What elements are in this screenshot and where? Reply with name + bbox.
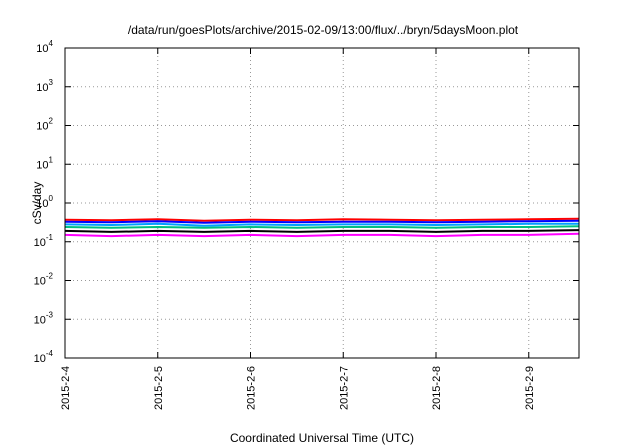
grid <box>65 48 579 358</box>
y-tick-label: 104 <box>36 39 53 55</box>
y-tick-label: 100 <box>36 194 53 210</box>
series-line-4 <box>64 225 580 229</box>
series-line-3 <box>64 222 579 227</box>
series-group <box>64 217 580 238</box>
x-tick-label: 2015-2-9 <box>524 366 536 410</box>
series-line-5 <box>64 229 580 233</box>
y-tick-label: 102 <box>36 117 53 133</box>
x-tick-label: 2015-2-4 <box>60 366 72 410</box>
y-tick-label: 10-2 <box>34 272 54 288</box>
y-tick-label: 10-3 <box>34 310 54 326</box>
chart-title: /data/run/goesPlots/archive/2015-02-09/1… <box>128 23 519 37</box>
y-axis: 10-4 10-3 10-2 10-1 100 101 102 103 104 <box>34 39 579 365</box>
y-tick-label: 10-1 <box>34 233 54 249</box>
x-tick-label: 2015-2-5 <box>153 366 165 410</box>
y-tick-label: 101 <box>36 155 53 171</box>
x-tick-label: 2015-2-7 <box>338 366 350 410</box>
x-axis: 2015-2-4 2015-2-5 2015-2-6 2015-2-7 2015-2-8… <box>60 48 536 410</box>
y-axis-title: cSv/day <box>30 182 44 225</box>
series-line-6 <box>64 232 580 238</box>
series-line-2 <box>64 219 580 224</box>
series-line-1 <box>64 217 580 222</box>
x-tick-label: 2015-2-8 <box>431 366 443 410</box>
x-axis-title: Coordinated Universal Time (UTC) <box>230 431 414 445</box>
x-tick-label: 2015-2-6 <box>246 366 258 410</box>
y-tick-label: 103 <box>36 78 53 94</box>
y-tick-label: 10-4 <box>34 349 54 365</box>
